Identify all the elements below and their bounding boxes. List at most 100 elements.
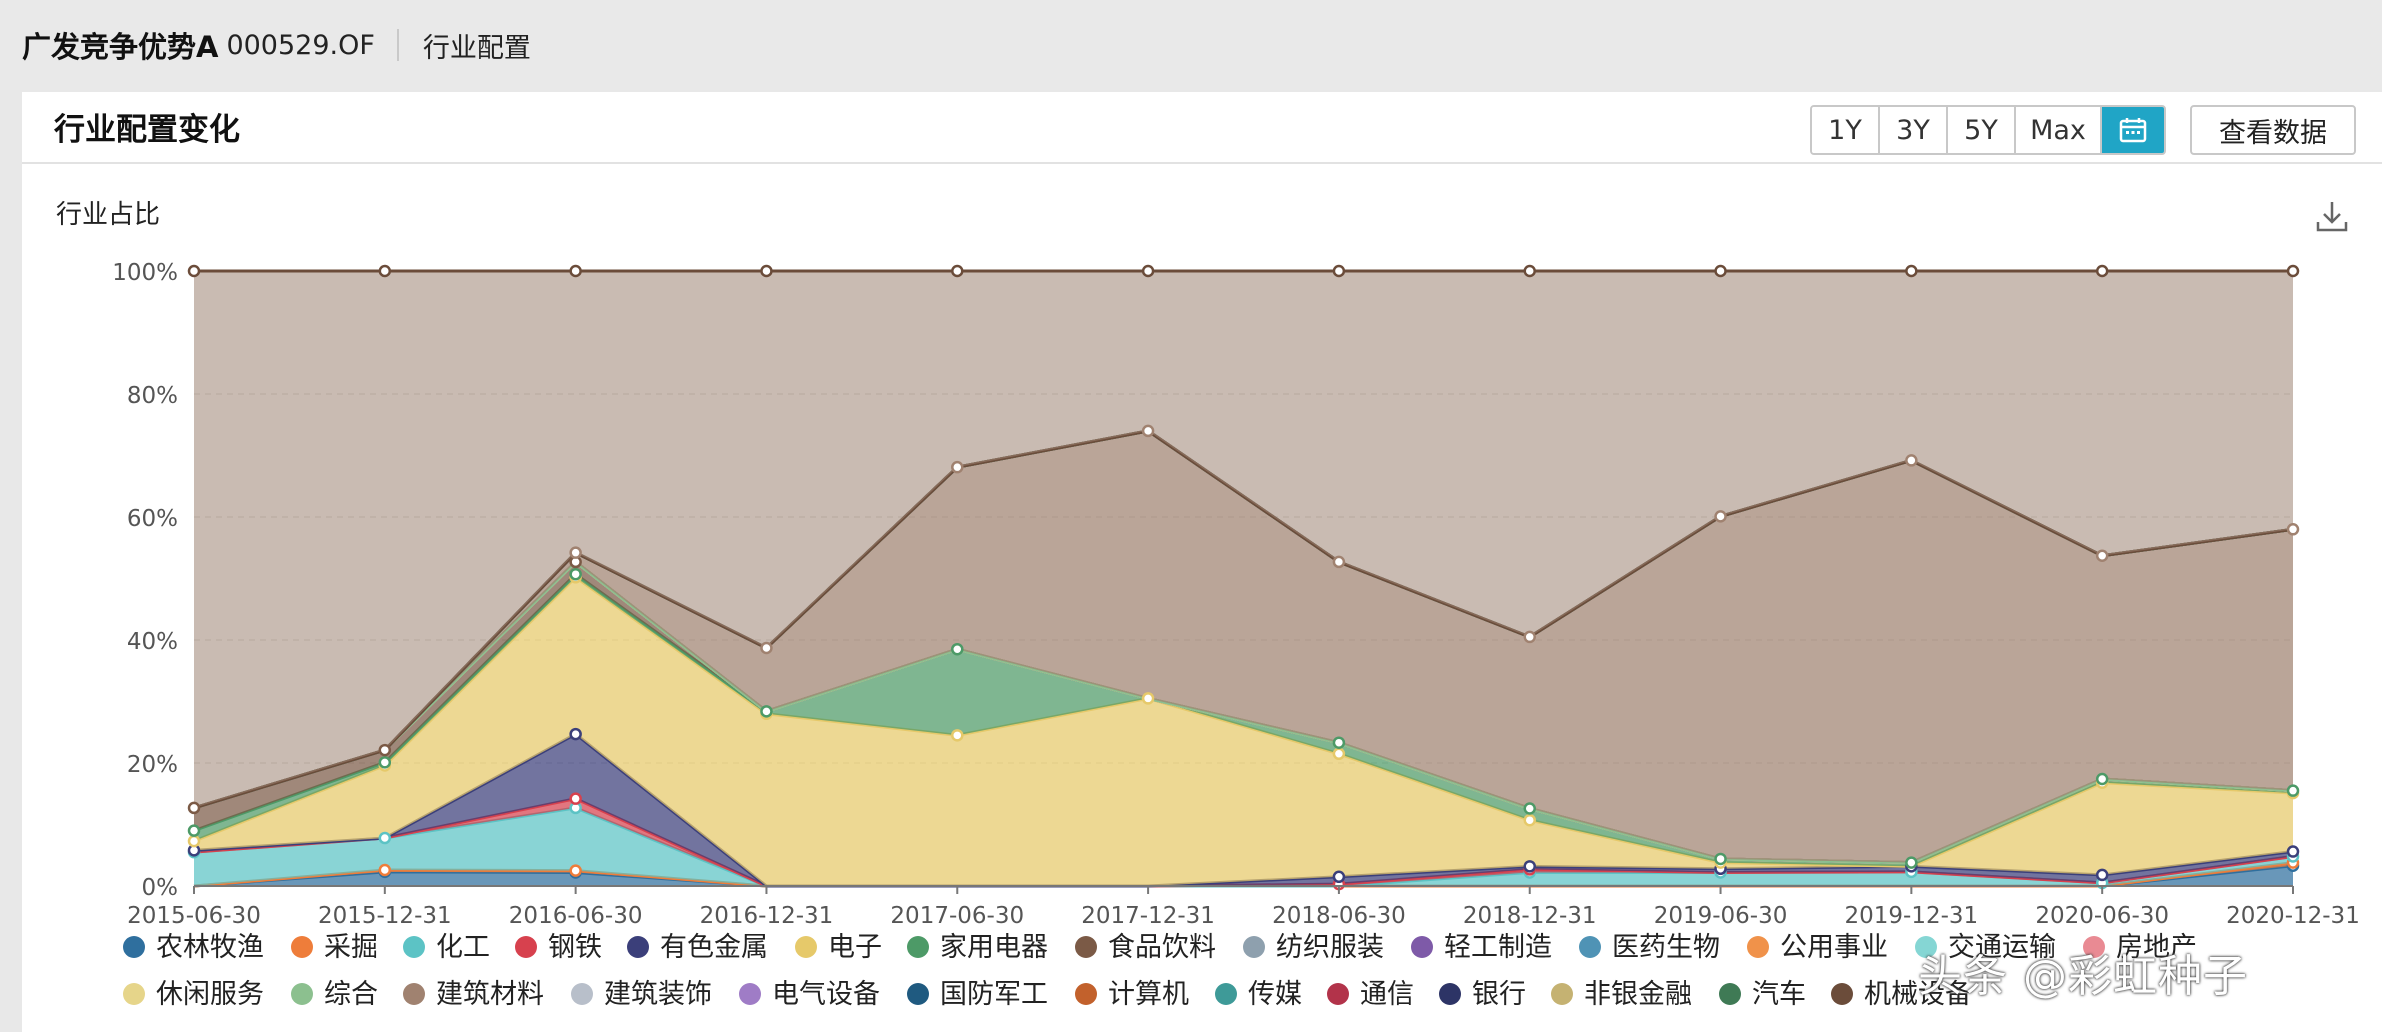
point-有色金属[interactable]	[1332, 870, 1346, 884]
legend-label-农林牧渔[interactable]: 农林牧渔	[156, 932, 264, 963]
legend-label-化工[interactable]: 化工	[436, 932, 490, 963]
point-化工[interactable]	[378, 831, 392, 845]
view-data-button[interactable]: 查看数据	[2190, 105, 2356, 155]
point-建筑材料[interactable]	[1332, 555, 1346, 569]
legend-swatch-有色金属[interactable]	[627, 936, 649, 958]
range-5y-button[interactable]: 5Y	[1948, 107, 2016, 153]
legend-swatch-银行[interactable]	[1439, 983, 1461, 1005]
legend-label-综合[interactable]: 综合	[324, 979, 378, 1010]
point-top[interactable]	[1141, 264, 1155, 278]
legend-swatch-国防军工[interactable]	[907, 983, 929, 1005]
point-建筑材料[interactable]	[2095, 549, 2109, 562]
legend-label-计算机[interactable]: 计算机	[1108, 979, 1189, 1010]
range-1y-button[interactable]: 1Y	[1812, 107, 1880, 153]
point-电子[interactable]	[951, 729, 964, 742]
point-电子[interactable]	[187, 834, 201, 848]
legend-swatch-电子[interactable]	[795, 936, 817, 958]
point-top[interactable]	[1714, 264, 1727, 278]
point-建筑材料[interactable]	[951, 460, 964, 474]
legend-swatch-休闲服务[interactable]	[123, 983, 145, 1005]
point-top[interactable]	[2286, 264, 2300, 278]
legend-label-交通运输[interactable]: 交通运输	[1948, 932, 2056, 963]
legend-swatch-化工[interactable]	[403, 936, 425, 958]
point-家用电器[interactable]	[760, 705, 773, 718]
point-建筑材料[interactable]	[569, 546, 582, 559]
legend-label-建筑材料[interactable]: 建筑材料	[436, 979, 544, 1010]
point-家用电器[interactable]	[951, 642, 964, 656]
legend-label-建筑装饰[interactable]: 建筑装饰	[604, 979, 712, 1010]
point-建筑材料[interactable]	[1523, 630, 1536, 644]
legend-swatch-医药生物[interactable]	[1579, 936, 1601, 958]
range-3y-button[interactable]: 3Y	[1880, 107, 1948, 153]
point-top[interactable]	[1332, 264, 1346, 278]
point-建筑材料[interactable]	[2286, 523, 2300, 536]
point-家用电器[interactable]	[187, 824, 201, 837]
legend-swatch-食品饮料[interactable]	[1075, 936, 1097, 958]
point-采掘[interactable]	[378, 863, 392, 877]
legend-swatch-传媒[interactable]	[1215, 983, 1237, 1005]
legend-swatch-钢铁[interactable]	[515, 936, 537, 958]
legend-label-传媒[interactable]: 传媒	[1248, 979, 1302, 1010]
point-电子[interactable]	[1332, 747, 1346, 761]
point-采掘[interactable]	[569, 864, 582, 877]
point-top[interactable]	[951, 264, 964, 278]
legend-label-通信[interactable]: 通信	[1360, 979, 1414, 1010]
point-建筑材料[interactable]	[1714, 510, 1727, 523]
legend-label-非银金融[interactable]: 非银金融	[1584, 979, 1692, 1010]
breadcrumb-industry[interactable]: 行业配置	[422, 32, 531, 64]
legend-swatch-电气设备[interactable]	[739, 983, 761, 1005]
point-家用电器[interactable]	[569, 567, 582, 581]
point-top[interactable]	[1523, 264, 1536, 278]
point-食品饮料[interactable]	[187, 801, 201, 815]
legend-label-银行[interactable]: 银行	[1472, 979, 1526, 1010]
legend-swatch-综合[interactable]	[291, 983, 313, 1005]
point-有色金属[interactable]	[1523, 860, 1536, 873]
point-食品饮料[interactable]	[378, 743, 392, 757]
point-有色金属[interactable]	[2286, 845, 2300, 858]
legend-label-电气设备[interactable]: 电气设备	[772, 979, 880, 1010]
point-建筑材料[interactable]	[760, 641, 773, 655]
legend-label-轻工制造[interactable]: 轻工制造	[1444, 932, 1552, 963]
legend-swatch-机械设备[interactable]	[1831, 983, 1853, 1005]
legend-swatch-计算机[interactable]	[1075, 983, 1097, 1005]
legend-swatch-通信[interactable]	[1327, 983, 1349, 1005]
legend-swatch-非银金融[interactable]	[1551, 983, 1573, 1005]
legend-label-电子[interactable]: 电子	[828, 932, 882, 963]
point-top[interactable]	[760, 264, 773, 278]
point-家用电器[interactable]	[378, 756, 392, 769]
point-电子[interactable]	[1141, 692, 1155, 705]
legend-label-公用事业[interactable]: 公用事业	[1780, 932, 1888, 963]
legend-swatch-轻工制造[interactable]	[1411, 936, 1433, 958]
point-钢铁[interactable]	[569, 792, 582, 805]
download-icon[interactable]	[2312, 196, 2352, 236]
legend-label-纺织服装[interactable]: 纺织服装	[1276, 932, 1384, 963]
legend-swatch-建筑装饰[interactable]	[571, 983, 593, 1005]
legend-label-房地产[interactable]: 房地产	[2116, 932, 2197, 963]
legend-label-采掘[interactable]: 采掘	[324, 932, 378, 963]
point-电子[interactable]	[1523, 813, 1536, 827]
legend-swatch-公用事业[interactable]	[1747, 936, 1769, 958]
point-家用电器[interactable]	[1523, 802, 1536, 815]
legend-label-家用电器[interactable]: 家用电器	[940, 932, 1048, 963]
point-家用电器[interactable]	[1905, 856, 1918, 869]
legend-label-有色金属[interactable]: 有色金属	[660, 932, 768, 963]
point-家用电器[interactable]	[2095, 772, 2109, 786]
point-top[interactable]	[378, 264, 392, 278]
point-有色金属[interactable]	[569, 727, 582, 741]
legend-label-钢铁[interactable]: 钢铁	[548, 932, 602, 963]
point-家用电器[interactable]	[1714, 852, 1727, 866]
legend-swatch-交通运输[interactable]	[1915, 936, 1937, 958]
calendar-button[interactable]	[2102, 107, 2164, 153]
legend-swatch-汽车[interactable]	[1719, 983, 1741, 1005]
point-top[interactable]	[1905, 264, 1918, 278]
point-top[interactable]	[187, 264, 201, 278]
point-家用电器[interactable]	[1332, 736, 1346, 749]
legend-swatch-建筑材料[interactable]	[403, 983, 425, 1005]
legend-swatch-采掘[interactable]	[291, 936, 313, 958]
point-家用电器[interactable]	[2286, 784, 2300, 797]
legend-swatch-纺织服装[interactable]	[1243, 936, 1265, 958]
point-建筑材料[interactable]	[1905, 454, 1918, 467]
legend-label-国防军工[interactable]: 国防军工	[940, 979, 1048, 1010]
point-有色金属[interactable]	[2095, 868, 2109, 882]
point-top[interactable]	[2095, 264, 2109, 278]
